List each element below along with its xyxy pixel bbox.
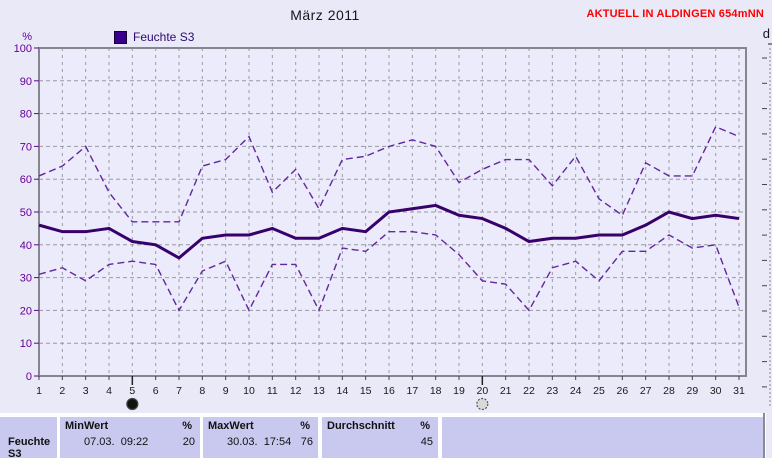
y-tick-label: 70 bbox=[20, 141, 32, 153]
y-tick-label: 50 bbox=[20, 207, 32, 219]
x-tick-label: 10 bbox=[243, 385, 255, 397]
x-tick-label: 26 bbox=[616, 385, 628, 397]
x-tick-label: 25 bbox=[593, 385, 605, 397]
minwert-date: 07.03. 09:22 bbox=[84, 436, 149, 448]
y-tick-label: 100 bbox=[14, 43, 32, 55]
full-moon-icon bbox=[476, 397, 489, 411]
x-tick-label: 19 bbox=[453, 385, 465, 397]
x-tick-label: 23 bbox=[546, 385, 558, 397]
x-tick-label: 13 bbox=[313, 385, 325, 397]
station-status-text: AKTUELL IN ALDINGEN 654mNN bbox=[586, 8, 764, 20]
x-tick-label: 30 bbox=[710, 385, 722, 397]
maxwert-value: 76 bbox=[300, 436, 313, 448]
x-tick-label: 16 bbox=[383, 385, 395, 397]
y-tick-label: 30 bbox=[20, 273, 32, 285]
x-tick-label: 7 bbox=[176, 385, 182, 397]
x-tick-label: 3 bbox=[83, 385, 89, 397]
x-tick-label: 21 bbox=[500, 385, 512, 397]
x-tick-label: 31 bbox=[733, 385, 745, 397]
x-tick-label: 20 bbox=[476, 385, 488, 397]
minwert-value: 20 bbox=[182, 436, 195, 448]
y-tick-label: 40 bbox=[20, 240, 32, 252]
table-row-label: Feuchte S3 bbox=[8, 436, 51, 458]
x-tick-label: 11 bbox=[267, 385, 278, 397]
table-minwert-cell: MinWert % 07.03. 09:22 20 bbox=[60, 417, 200, 458]
x-tick-label: 27 bbox=[640, 385, 652, 397]
x-tick-label: 24 bbox=[570, 385, 582, 397]
x-tick-label: 12 bbox=[290, 385, 302, 397]
x-tick-label: 17 bbox=[406, 385, 418, 397]
maxwert-unit: % bbox=[300, 420, 310, 432]
table-row-label-cell: Feuchte S3 Helligkeit bbox=[0, 417, 57, 458]
x-tick-label: 8 bbox=[199, 385, 205, 397]
y-tick-label: 60 bbox=[20, 174, 32, 186]
maxwert-date: 30.03. 17:54 bbox=[227, 436, 292, 448]
y-tick-label: 10 bbox=[20, 338, 32, 350]
x-tick-label: 14 bbox=[336, 385, 348, 397]
series-avg bbox=[38, 203, 740, 260]
maxwert-header: MaxWert bbox=[208, 420, 254, 432]
x-tick-label: 22 bbox=[523, 385, 535, 397]
y-tick-label: 0 bbox=[26, 371, 32, 383]
series-max bbox=[38, 125, 740, 223]
x-tick-label: 15 bbox=[360, 385, 372, 397]
minwert-unit: % bbox=[182, 420, 192, 432]
x-tick-label: 18 bbox=[430, 385, 442, 397]
y-tick-label: 90 bbox=[20, 76, 32, 88]
table-divider bbox=[763, 413, 765, 458]
x-tick-label: 29 bbox=[686, 385, 698, 397]
x-tick-label: 5 bbox=[129, 385, 135, 397]
series-min bbox=[38, 230, 740, 313]
table-maxwert-cell: MaxWert % 30.03. 17:54 76 bbox=[203, 417, 318, 458]
y-tick-label: 20 bbox=[20, 305, 32, 317]
x-tick-label: 4 bbox=[106, 385, 112, 397]
durchschnitt-unit: % bbox=[420, 420, 430, 432]
x-tick-label: 2 bbox=[59, 385, 65, 397]
x-tick-label: 6 bbox=[153, 385, 159, 397]
table-durchschnitt-cell: Durchschnitt % 45 bbox=[322, 417, 438, 458]
next-panel-unit-label: d bbox=[762, 26, 770, 41]
chart-title: März 2011 bbox=[290, 7, 360, 23]
new-moon-icon bbox=[126, 397, 139, 411]
x-tick-label: 28 bbox=[663, 385, 675, 397]
x-tick-label: 1 bbox=[36, 385, 42, 397]
minwert-header: MinWert bbox=[65, 420, 109, 432]
y-axis-unit: % bbox=[22, 31, 32, 43]
durchschnitt-header: Durchschnitt bbox=[327, 420, 395, 432]
chart-legend: Feuchte S3 bbox=[114, 30, 194, 44]
table-empty-cell bbox=[442, 417, 763, 458]
durchschnitt-value: 45 bbox=[420, 436, 433, 448]
x-tick-label: 9 bbox=[223, 385, 229, 397]
legend-label: Feuchte S3 bbox=[133, 30, 195, 44]
legend-swatch-icon bbox=[114, 30, 127, 44]
y-tick-label: 80 bbox=[20, 109, 32, 121]
